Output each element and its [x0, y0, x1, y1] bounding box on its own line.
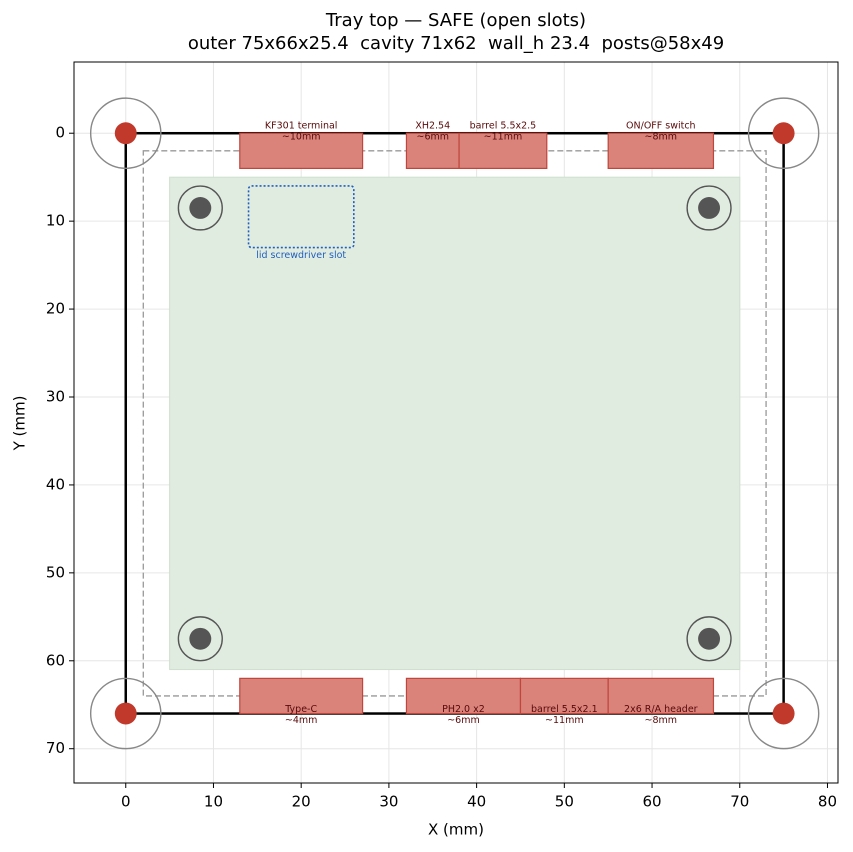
corner-dot — [772, 702, 795, 725]
corner-dot — [114, 122, 137, 145]
corner-dot — [772, 122, 795, 145]
usable-area — [169, 176, 741, 671]
connector-size: ~11mm — [545, 715, 584, 726]
connector — [405, 677, 522, 715]
x-tick-label: 20 — [292, 793, 311, 811]
connector-size: ~10mm — [282, 132, 321, 143]
corner-ring — [747, 677, 820, 750]
connector-label: barrel 5.5x2.1 — [531, 704, 598, 715]
y-tick-label: 0 — [55, 124, 65, 142]
x-tick-label: 70 — [730, 793, 749, 811]
connector — [607, 677, 715, 715]
post — [189, 196, 212, 219]
post — [189, 627, 212, 650]
chart-subtitle: outer 75x66x25.4 cavity 71x62 wall_h 23.… — [188, 33, 724, 54]
x-tick-label: 30 — [379, 793, 398, 811]
connector-label: barrel 5.5x2.5 — [470, 121, 537, 132]
y-tick-label: 10 — [46, 212, 65, 230]
connector — [519, 677, 609, 715]
post-ring — [686, 616, 732, 662]
post — [698, 196, 721, 219]
connector-label: PH2.0 x2 — [442, 704, 485, 715]
post-ring — [686, 185, 732, 231]
y-axis-label: Y (mm) — [11, 396, 29, 452]
post — [698, 627, 721, 650]
connector — [458, 132, 548, 169]
connector — [607, 132, 715, 169]
corner-dot — [114, 702, 137, 725]
connector-size: ~6mm — [447, 715, 480, 726]
connector-size: ~8mm — [645, 715, 678, 726]
y-tick-label: 60 — [46, 651, 65, 669]
screwdriver-slot — [247, 185, 355, 249]
y-tick-label: 30 — [46, 388, 65, 406]
y-tick-label: 20 — [46, 300, 65, 318]
chart-title: Tray top — SAFE (open slots) — [325, 10, 586, 31]
corner-ring — [747, 97, 820, 170]
connector — [239, 677, 364, 715]
slot-label: lid screwdriver slot — [256, 250, 346, 261]
connector — [405, 132, 460, 169]
connector-label: XH2.54 — [415, 121, 450, 132]
x-tick-label: 50 — [555, 793, 574, 811]
y-tick-label: 50 — [46, 563, 65, 581]
corner-ring — [89, 97, 162, 170]
connector-size: ~8mm — [645, 132, 678, 143]
corner-ring — [89, 677, 162, 750]
x-tick-label: 40 — [467, 793, 486, 811]
x-axis-label: X (mm) — [428, 821, 484, 839]
plot-frame — [73, 61, 839, 784]
y-tick-label: 40 — [46, 475, 65, 493]
connector-label: 2x6 R/A header — [624, 704, 698, 715]
connector — [239, 132, 364, 169]
x-tick-label: 80 — [818, 793, 837, 811]
x-tick-label: 0 — [121, 793, 131, 811]
connector-label: Type-C — [284, 704, 317, 715]
connector-label: ON/OFF switch — [626, 121, 696, 132]
x-tick-label: 60 — [642, 793, 661, 811]
x-tick-label: 10 — [204, 793, 223, 811]
connector-size: ~11mm — [484, 132, 523, 143]
connector-label: KF301 terminal — [265, 121, 338, 132]
y-tick-label: 70 — [46, 739, 65, 757]
post-ring — [177, 616, 223, 662]
post-ring — [177, 185, 223, 231]
connector-size: ~6mm — [416, 132, 449, 143]
connector-size: ~4mm — [285, 715, 318, 726]
